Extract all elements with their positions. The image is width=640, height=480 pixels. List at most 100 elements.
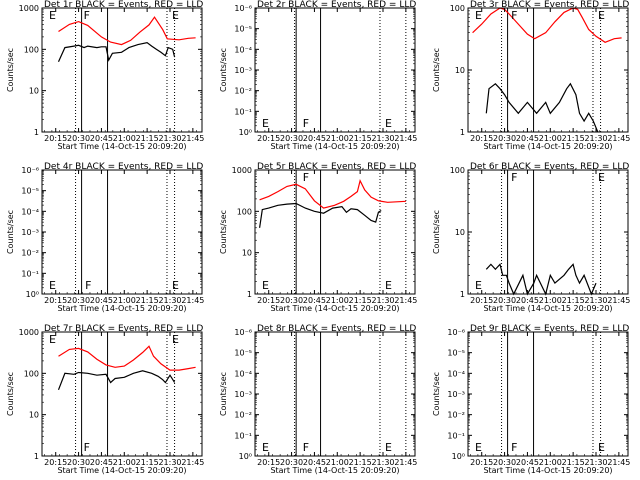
x-tick-label: 21:15: [562, 458, 585, 467]
y-axis-label: Counts/sec: [6, 372, 15, 416]
y-tick-label: 100: [24, 369, 39, 378]
y-tick-label: 100: [450, 166, 465, 175]
x-tick-label: 20:30: [67, 296, 90, 305]
x-tick-label: 21:00: [326, 458, 349, 467]
x-tick-label: 20:30: [67, 458, 90, 467]
plot-frame: [467, 7, 629, 133]
x-tick-label: 21:45: [607, 296, 630, 305]
x-tick-label: 20:15: [470, 296, 493, 305]
y-tick-label: 10⁻⁵: [21, 187, 39, 196]
y-tick-label: 10⁻²: [234, 87, 252, 96]
y-tick-label: 10: [29, 411, 39, 420]
series-line-black: [57, 42, 176, 63]
y-tick-label: 10: [455, 228, 465, 237]
plot-frame: [41, 331, 203, 457]
x-tick-label: 20:30: [67, 134, 90, 143]
x-tick-label: 20:15: [257, 458, 280, 467]
panel-title: Det 2r BLACK = Events, RED = LLD: [257, 0, 416, 10]
y-tick-label: 10⁻⁶: [21, 166, 39, 175]
x-tick-label: 21:45: [394, 458, 417, 467]
y-axis-label: Counts/sec: [432, 210, 441, 254]
y-tick-label: 1000: [19, 4, 39, 13]
event-marker-e: E: [598, 441, 605, 454]
panel-det-8: Det 8r BLACK = Events, RED = LLD 10⁰ 10⁻¹ 1…: [219, 324, 417, 475]
event-marker-e: E: [475, 441, 482, 454]
y-tick-label: 10⁰: [26, 290, 39, 299]
x-tick-label: 20:45: [90, 134, 113, 143]
x-tick-label: 21:45: [394, 296, 417, 305]
x-tick-label: 20:45: [516, 458, 539, 467]
panel-title: Det 6r BLACK = Events, RED = LLD: [470, 162, 629, 172]
y-tick-label: 10⁻²: [234, 411, 252, 420]
y-tick-label: 10⁻⁴: [447, 369, 465, 378]
plot-frame: [467, 331, 629, 457]
x-tick-label: 21:00: [326, 134, 349, 143]
x-axis-label: Start Time (14-Oct-15 20:09:20): [270, 142, 399, 151]
y-tick-label: 10⁻⁵: [234, 349, 252, 358]
series-line-black: [57, 370, 176, 391]
event-marker-f: F: [303, 171, 309, 184]
x-tick-label: 20:45: [516, 296, 539, 305]
y-tick-label: 10⁻⁶: [447, 328, 465, 337]
x-tick-label: 20:45: [90, 458, 113, 467]
event-marker-e: E: [262, 441, 269, 454]
x-axis-label: Start Time (14-Oct-15 20:09:20): [483, 466, 612, 475]
x-tick-label: 21:00: [539, 458, 562, 467]
plot-frame: [41, 169, 203, 295]
x-tick-label: 21:45: [394, 134, 417, 143]
y-tick-label: 10⁻⁵: [234, 25, 252, 34]
y-tick-label: 10⁻³: [447, 390, 465, 399]
x-tick-label: 21:00: [539, 296, 562, 305]
x-axis-label: Start Time (14-Oct-15 20:09:20): [57, 142, 186, 151]
plot-frame: [254, 331, 416, 457]
event-marker-e: E: [475, 279, 482, 292]
y-tick-label: 1: [34, 128, 39, 137]
panel-det-9: Det 9r BLACK = Events, RED = LLD 10⁰ 10⁻¹ 1…: [432, 324, 630, 475]
panel-title: Det 8r BLACK = Events, RED = LLD: [257, 324, 416, 334]
y-tick-label: 100: [450, 4, 465, 13]
event-marker-e: E: [49, 9, 56, 22]
x-tick-label: 20:30: [493, 458, 516, 467]
event-marker-f: F: [84, 441, 90, 454]
event-marker-e: E: [49, 279, 56, 292]
panel-det-3: Det 3r BLACK = Events, RED = LLD 1 10 100 20…: [432, 0, 630, 151]
event-marker-f: F: [303, 117, 309, 130]
x-tick-label: 21:30: [371, 134, 394, 143]
x-axis-label: Start Time (14-Oct-15 20:09:20): [57, 466, 186, 475]
event-marker-e: E: [172, 9, 179, 22]
x-tick-label: 20:15: [257, 134, 280, 143]
event-marker-f: F: [511, 171, 517, 184]
x-tick-label: 20:45: [303, 458, 326, 467]
x-tick-label: 21:15: [136, 134, 159, 143]
y-tick-label: 10: [242, 249, 252, 258]
x-tick-label: 21:45: [181, 296, 204, 305]
series-line-black: [259, 202, 382, 228]
series-line-black: [485, 263, 597, 296]
y-tick-label: 10⁻¹: [234, 107, 252, 116]
x-tick-label: 21:30: [371, 458, 394, 467]
plot-frame: [254, 169, 416, 295]
x-tick-label: 21:30: [584, 296, 607, 305]
x-tick-label: 21:30: [584, 458, 607, 467]
event-marker-f: F: [303, 441, 309, 454]
event-marker-e: E: [385, 117, 392, 130]
y-tick-label: 1000: [19, 328, 39, 337]
x-tick-label: 20:15: [44, 458, 67, 467]
y-tick-label: 1: [34, 452, 39, 461]
plot-frame: [41, 7, 203, 133]
x-tick-label: 21:45: [181, 458, 204, 467]
x-tick-label: 20:45: [90, 296, 113, 305]
series-line-red: [58, 345, 196, 371]
event-marker-e: E: [262, 279, 269, 292]
panel-title: Det 1r BLACK = Events, RED = LLD: [44, 0, 203, 10]
x-tick-label: 20:15: [44, 134, 67, 143]
event-marker-f: F: [511, 9, 517, 22]
y-tick-label: 10: [455, 66, 465, 75]
x-tick-label: 21:30: [584, 134, 607, 143]
y-tick-label: 10⁻²: [21, 249, 39, 258]
y-tick-label: 1: [247, 290, 252, 299]
y-tick-label: 10⁻¹: [21, 269, 39, 278]
y-tick-label: 10⁻¹: [447, 431, 465, 440]
x-tick-label: 21:15: [562, 134, 585, 143]
panel-det-1: Det 1r BLACK = Events, RED = LLD 1 10 100 10…: [6, 0, 204, 151]
